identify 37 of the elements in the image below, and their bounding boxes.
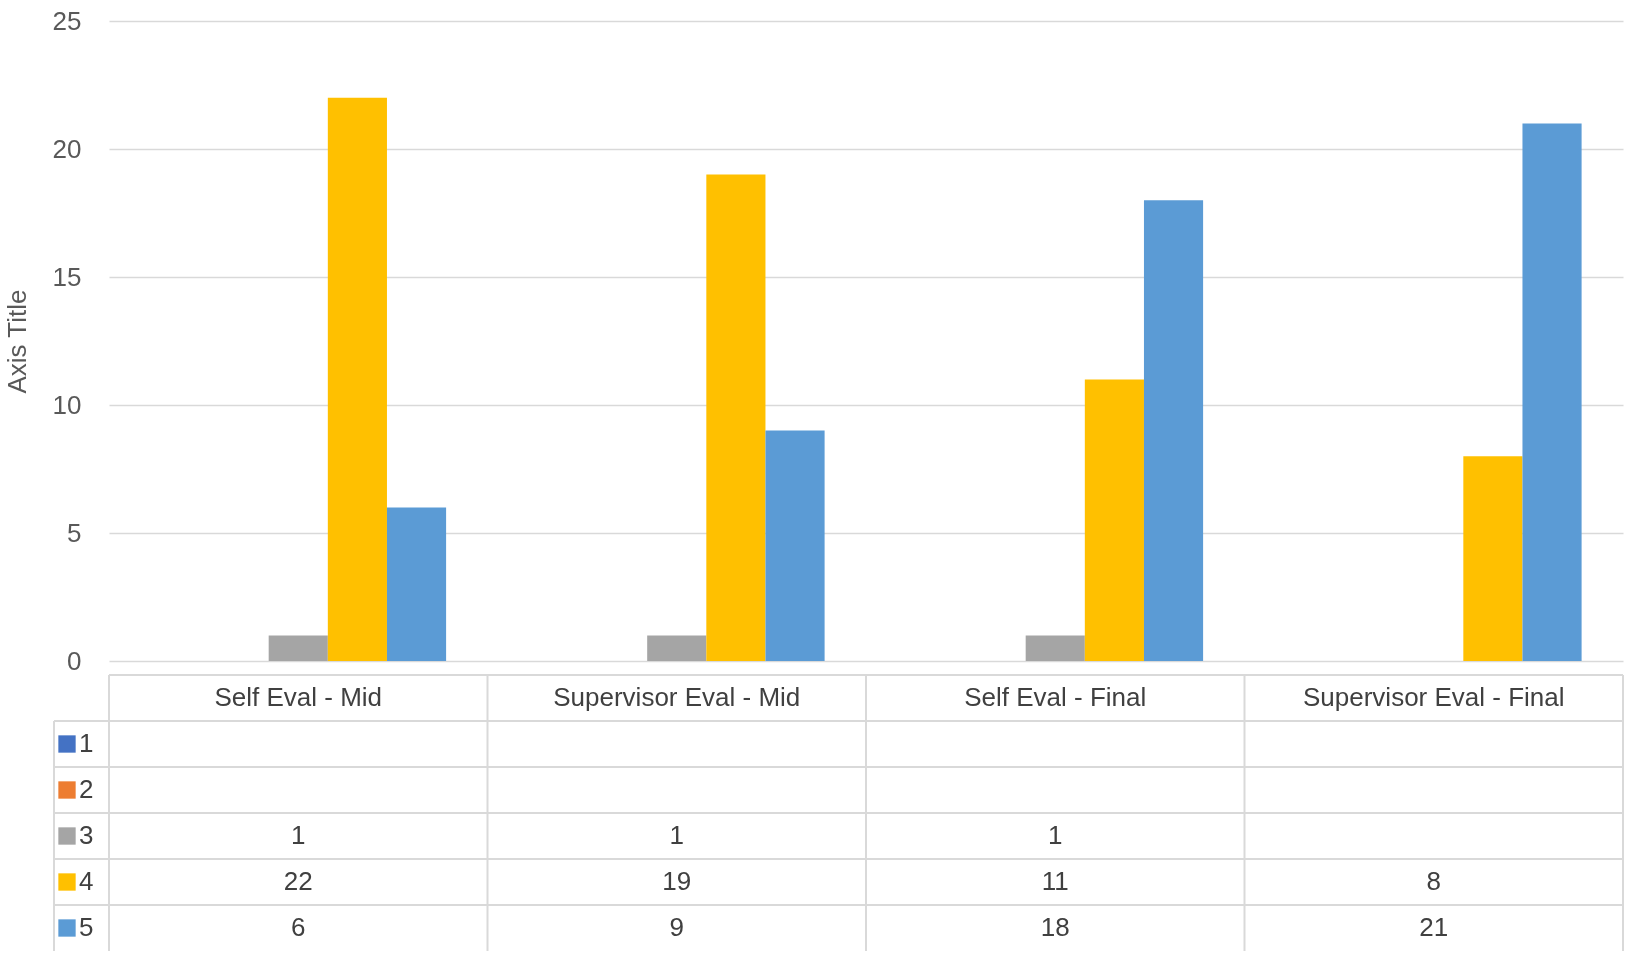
- data-label: 1: [291, 820, 306, 850]
- y-tick-label: 10: [52, 389, 82, 420]
- bar: [1084, 379, 1144, 661]
- legend-label: 2: [79, 774, 94, 804]
- legend-label: 1: [79, 728, 94, 758]
- bar: [268, 635, 328, 661]
- bar: [765, 430, 825, 661]
- y-axis-title: Axis Title: [1, 289, 32, 394]
- data-label: 8: [1426, 866, 1441, 896]
- y-tick-label: 5: [67, 517, 82, 548]
- x-tick-label: Self Eval - Final: [964, 682, 1147, 712]
- bar: [706, 174, 766, 661]
- y-tick-label: 25: [52, 5, 82, 36]
- legend-label: 4: [79, 866, 94, 896]
- x-tick-label: Self Eval - Mid: [214, 682, 383, 712]
- data-label: 18: [1040, 912, 1070, 942]
- data-label: 1: [1048, 820, 1063, 850]
- data-label: 22: [283, 866, 313, 896]
- bar: [327, 97, 387, 661]
- y-tick-label: 0: [67, 645, 82, 676]
- data-label: 11: [1041, 866, 1069, 896]
- data-label: 9: [669, 912, 684, 942]
- y-tick-label: 15: [52, 261, 82, 292]
- data-label: 19: [662, 866, 692, 896]
- bar: [1463, 456, 1523, 661]
- bar: [1143, 200, 1204, 661]
- bar: [1025, 635, 1085, 661]
- y-tick-label: 20: [52, 133, 82, 164]
- bar: [386, 507, 447, 661]
- bar: [1522, 123, 1582, 661]
- data-label: 21: [1419, 912, 1449, 942]
- x-tick-label: Supervisor Eval - Final: [1302, 682, 1565, 712]
- data-label: 6: [291, 912, 306, 942]
- x-tick-label: Supervisor Eval - Mid: [553, 682, 801, 712]
- legend-label: 3: [79, 820, 94, 850]
- data-label: 1: [669, 820, 684, 850]
- bar: [647, 635, 707, 661]
